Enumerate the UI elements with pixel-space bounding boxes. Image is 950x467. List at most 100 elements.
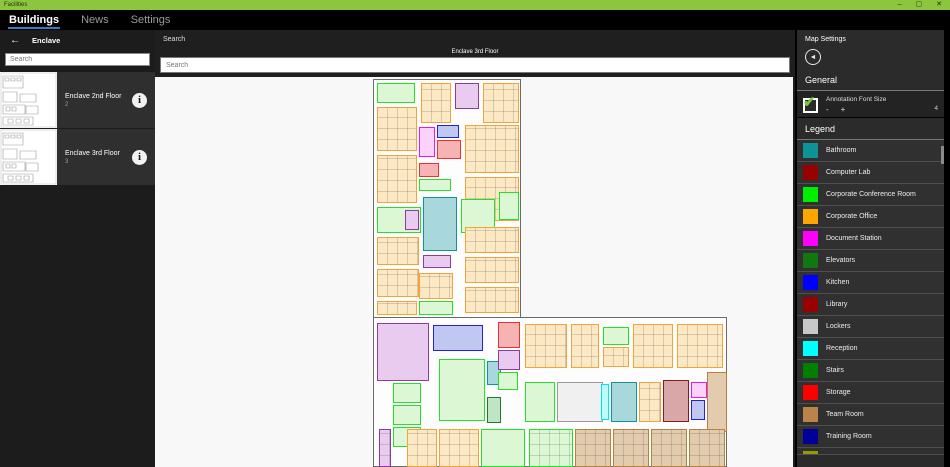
floor-plan-room [437,140,461,159]
legend-color-swatch [803,165,818,180]
floor-plan-room [603,327,629,345]
font-size-decrease-button[interactable]: - [826,105,829,114]
floor-list-item[interactable]: Enclave 3rd Floor 3 i [0,129,155,185]
map-area: Search Enclave 3rd Floor [155,30,795,467]
legend-color-swatch [803,297,818,312]
floor-plan-room [423,197,457,251]
legend-color-swatch [803,429,818,444]
legend-label: Lockers [826,323,851,330]
tab-settings[interactable]: Settings [130,14,171,26]
floor-plan-room [419,301,453,315]
legend-item-partial[interactable] [797,448,944,455]
legend-color-swatch [803,319,818,334]
map-search-label: Search [163,36,186,43]
legend-color-swatch [803,385,818,400]
floor-plan-canvas[interactable] [155,77,793,467]
floor-plan-room [613,429,649,467]
back-arrow-icon[interactable]: ← [10,35,20,46]
floor-plan-room [691,400,705,420]
legend-item-document-station[interactable]: Document Station [797,228,944,250]
floor-plan-room [421,83,451,123]
floor-plan-room [499,192,519,220]
annotation-checkbox[interactable]: ✔ [803,94,818,113]
legend-item-corporate-office[interactable]: Corporate Office [797,206,944,228]
floor-plan-room [529,429,573,467]
legend-label: Training Room [826,433,872,440]
floor-plan-room [465,257,519,283]
floor-thumbnail [0,72,57,128]
floor-plan-room [377,301,417,315]
legend-label: Library [826,301,848,308]
floor-plan-room [377,83,415,103]
map-title: Enclave 3rd Floor [451,49,499,55]
legend-item-storage[interactable]: Storage [797,382,944,404]
sidebar-search-input[interactable] [5,53,150,66]
legend-item-lockers[interactable]: Lockers [797,316,944,338]
collapse-panel-icon[interactable]: ◄ [805,49,821,65]
maximize-button[interactable]: ▢ [915,1,923,8]
close-button[interactable]: ✕ [936,1,942,8]
floor-plan-room [663,380,689,422]
legend-color-swatch [803,451,818,454]
legend-item-elevators[interactable]: Elevators [797,250,944,272]
floor-plan-room [377,155,417,203]
floor-plan-room [393,383,421,403]
floor-plan-room [377,269,419,297]
floor-name: Enclave 2nd Floor [65,92,122,100]
floor-plan-room [405,210,419,230]
floor-plan-room [575,429,611,467]
top-nav: Buildings News Settings [0,10,950,30]
info-icon[interactable]: i [132,92,147,108]
checkmark-icon: ✔ [803,94,816,111]
floor-list-item[interactable]: Enclave 2nd Floor 2 i [0,72,155,128]
legend-label: Storage [826,389,851,396]
legend-item-stairs[interactable]: Stairs [797,360,944,382]
legend-item-bathroom[interactable]: Bathroom [797,140,944,162]
floor-name: Enclave 3rd Floor [65,149,120,157]
tab-news[interactable]: News [81,14,109,26]
legend-item-training-room[interactable]: Training Room [797,426,944,448]
floor-plan-room [377,107,417,151]
floor-plan-room [677,324,723,368]
legend-item-reception[interactable]: Reception [797,338,944,360]
legend-item-computer-lab[interactable]: Computer Lab [797,162,944,184]
floor-plan-room [433,325,483,351]
floor-plan-room [691,382,707,398]
map-settings-title: Map Settings [805,36,846,43]
floor-plan-room [455,83,479,109]
legend-item-corporate-conference-room[interactable]: Corporate Conference Room [797,184,944,206]
info-icon[interactable]: i [132,149,147,165]
floor-plan-room [393,405,421,425]
panel-scrollbar[interactable] [941,146,944,164]
floor-plan-room [419,163,439,177]
floor-plan-room [465,227,519,253]
titlebar: Facilities – ▢ ✕ [0,0,950,10]
legend-color-swatch [803,187,818,202]
legend-label: Computer Lab [826,169,871,176]
floor-plan-room [571,324,599,368]
floor-plan-room [439,359,485,421]
sidebar-header: ← Enclave [0,30,155,50]
floor-plan-room [525,382,555,422]
legend-item-team-room[interactable]: Team Room [797,404,944,426]
font-size-increase-button[interactable]: + [840,105,846,114]
tab-buildings[interactable]: Buildings [8,14,61,29]
floor-number: 3 [65,158,69,165]
floor-plan-room [465,125,519,173]
floor-thumbnail [0,129,57,185]
legend-item-library[interactable]: Library [797,294,944,316]
app-title: Facilities [4,2,28,8]
floor-plan-room [487,397,501,423]
map-search-input[interactable] [160,57,790,73]
floor-plan-room [557,382,603,422]
floor-plan-room [439,429,479,467]
minimize-button[interactable]: – [897,1,902,8]
legend-color-swatch [803,363,818,378]
floor-plan-room [423,255,451,268]
legend-label: Corporate Conference Room [826,191,916,198]
floor-plan-room [498,322,520,348]
legend-item-kitchen[interactable]: Kitchen [797,272,944,294]
font-size-value: 4 [934,105,938,112]
floor-plan-room [639,382,661,422]
